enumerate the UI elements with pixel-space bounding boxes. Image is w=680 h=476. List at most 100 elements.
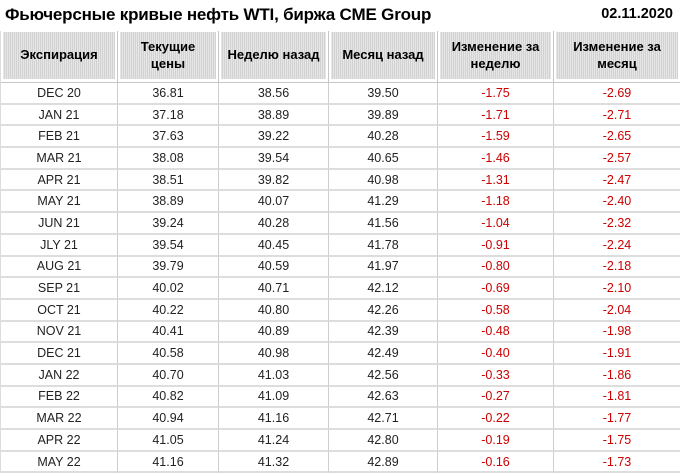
week-ago-cell: 39.82 [219, 169, 329, 192]
expiration-cell: FEB 22 [1, 386, 118, 409]
current-price-cell: 38.89 [118, 191, 219, 214]
month-change-cell: -2.04 [554, 299, 680, 322]
expiration-cell: JUN 21 [1, 213, 118, 235]
expiration-cell: SEP 21 [1, 278, 118, 300]
week-ago-cell: 41.16 [219, 408, 329, 430]
current-price-cell: 37.63 [118, 126, 219, 149]
month-ago-cell: 41.56 [329, 213, 438, 235]
table-row: JLY 21 39.54 40.45 41.78 -0.91 -2.24 [1, 234, 680, 257]
expiration-cell: OCT 21 [1, 299, 118, 322]
month-change-cell: -1.77 [554, 408, 680, 430]
expiration-cell: FEB 21 [1, 126, 118, 149]
table-row: APR 21 38.51 39.82 40.98 -1.31 -2.47 [1, 169, 680, 192]
current-price-cell: 40.02 [118, 278, 219, 300]
month-change-cell: -1.86 [554, 364, 680, 387]
month-change-cell: -1.73 [554, 451, 680, 474]
week-ago-cell: 40.71 [219, 278, 329, 300]
week-change-cell: -0.80 [438, 256, 554, 279]
week-change-cell: -1.18 [438, 191, 554, 214]
week-ago-cell: 41.32 [219, 451, 329, 474]
month-change-cell: -1.75 [554, 430, 680, 452]
current-price-cell: 38.08 [118, 148, 219, 170]
month-change-cell: -2.69 [554, 83, 680, 105]
week-ago-cell: 40.59 [219, 256, 329, 279]
current-price-cell: 36.81 [118, 83, 219, 105]
week-change-cell: -0.48 [438, 321, 554, 344]
week-ago-cell: 41.24 [219, 430, 329, 452]
table-row: JAN 22 40.70 41.03 42.56 -0.33 -1.86 [1, 364, 680, 387]
col-current-price-label: Текущие цены [140, 38, 196, 71]
week-change-cell: -0.16 [438, 451, 554, 474]
month-ago-cell: 40.65 [329, 148, 438, 170]
month-change-cell: -2.47 [554, 169, 680, 192]
week-ago-cell: 40.89 [219, 321, 329, 344]
week-ago-cell: 40.28 [219, 213, 329, 235]
month-ago-cell: 40.28 [329, 126, 438, 149]
week-change-cell: -1.31 [438, 169, 554, 192]
week-ago-cell: 40.98 [219, 343, 329, 365]
table-row: OCT 21 40.22 40.80 42.26 -0.58 -2.04 [1, 299, 680, 322]
week-change-cell: -0.91 [438, 234, 554, 257]
table-row: JAN 21 37.18 38.89 39.89 -1.71 -2.71 [1, 104, 680, 127]
current-price-cell: 37.18 [118, 104, 219, 127]
col-expiration: Экспирация [1, 31, 118, 83]
month-ago-cell: 42.89 [329, 451, 438, 474]
week-change-cell: -0.69 [438, 278, 554, 300]
week-change-cell: -0.33 [438, 364, 554, 387]
week-ago-cell: 40.80 [219, 299, 329, 322]
month-ago-cell: 39.89 [329, 104, 438, 127]
col-expiration-label: Экспирация [20, 47, 98, 63]
current-price-cell: 40.94 [118, 408, 219, 430]
table-row: MAY 21 38.89 40.07 41.29 -1.18 -2.40 [1, 191, 680, 214]
month-change-cell: -2.18 [554, 256, 680, 279]
expiration-cell: MAR 22 [1, 408, 118, 430]
month-ago-cell: 42.63 [329, 386, 438, 409]
week-change-cell: -0.40 [438, 343, 554, 365]
week-ago-cell: 38.89 [219, 104, 329, 127]
expiration-cell: MAR 21 [1, 148, 118, 170]
table-row: MAY 22 41.16 41.32 42.89 -0.16 -1.73 [1, 451, 680, 474]
table-row: APR 22 41.05 41.24 42.80 -0.19 -1.75 [1, 430, 680, 452]
col-month-change: Изменение за месяц [554, 31, 680, 83]
table-row: SEP 21 40.02 40.71 42.12 -0.69 -2.10 [1, 278, 680, 300]
month-ago-cell: 41.97 [329, 256, 438, 279]
col-month-change-label: Изменение за месяц [573, 38, 661, 71]
current-price-cell: 39.24 [118, 213, 219, 235]
week-change-cell: -1.04 [438, 213, 554, 235]
month-change-cell: -2.10 [554, 278, 680, 300]
expiration-cell: NOV 21 [1, 321, 118, 344]
month-ago-cell: 40.98 [329, 169, 438, 192]
week-change-cell: -0.27 [438, 386, 554, 409]
table-row: FEB 21 37.63 39.22 40.28 -1.59 -2.65 [1, 126, 680, 149]
table-row: NOV 21 40.41 40.89 42.39 -0.48 -1.98 [1, 321, 680, 344]
col-week-change-label: Изменение за неделю [451, 38, 540, 71]
current-price-cell: 40.58 [118, 343, 219, 365]
col-week-ago: Неделю назад [219, 31, 329, 83]
table-body: DEC 20 36.81 38.56 39.50 -1.75 -2.69 JAN… [1, 83, 680, 474]
col-month-ago-label: Месяц назад [342, 47, 424, 63]
week-change-cell: -1.71 [438, 104, 554, 127]
current-price-cell: 38.51 [118, 169, 219, 192]
expiration-cell: APR 21 [1, 169, 118, 192]
week-ago-cell: 40.45 [219, 234, 329, 257]
week-change-cell: -1.59 [438, 126, 554, 149]
month-change-cell: -1.98 [554, 321, 680, 344]
month-ago-cell: 42.12 [329, 278, 438, 300]
week-ago-cell: 41.09 [219, 386, 329, 409]
current-price-cell: 39.79 [118, 256, 219, 279]
expiration-cell: MAY 21 [1, 191, 118, 214]
week-ago-cell: 39.54 [219, 148, 329, 170]
col-month-ago: Месяц назад [329, 31, 438, 83]
week-ago-cell: 38.56 [219, 83, 329, 105]
month-change-cell: -2.32 [554, 213, 680, 235]
week-change-cell: -0.19 [438, 430, 554, 452]
month-change-cell: -1.81 [554, 386, 680, 409]
month-ago-cell: 42.39 [329, 321, 438, 344]
table-row: AUG 21 39.79 40.59 41.97 -0.80 -2.18 [1, 256, 680, 279]
table-row: MAR 22 40.94 41.16 42.71 -0.22 -1.77 [1, 408, 680, 430]
month-change-cell: -2.71 [554, 104, 680, 127]
table-header: Экспирация Текущие цены Неделю назад Мес… [1, 31, 680, 83]
month-ago-cell: 42.49 [329, 343, 438, 365]
expiration-cell: DEC 21 [1, 343, 118, 365]
